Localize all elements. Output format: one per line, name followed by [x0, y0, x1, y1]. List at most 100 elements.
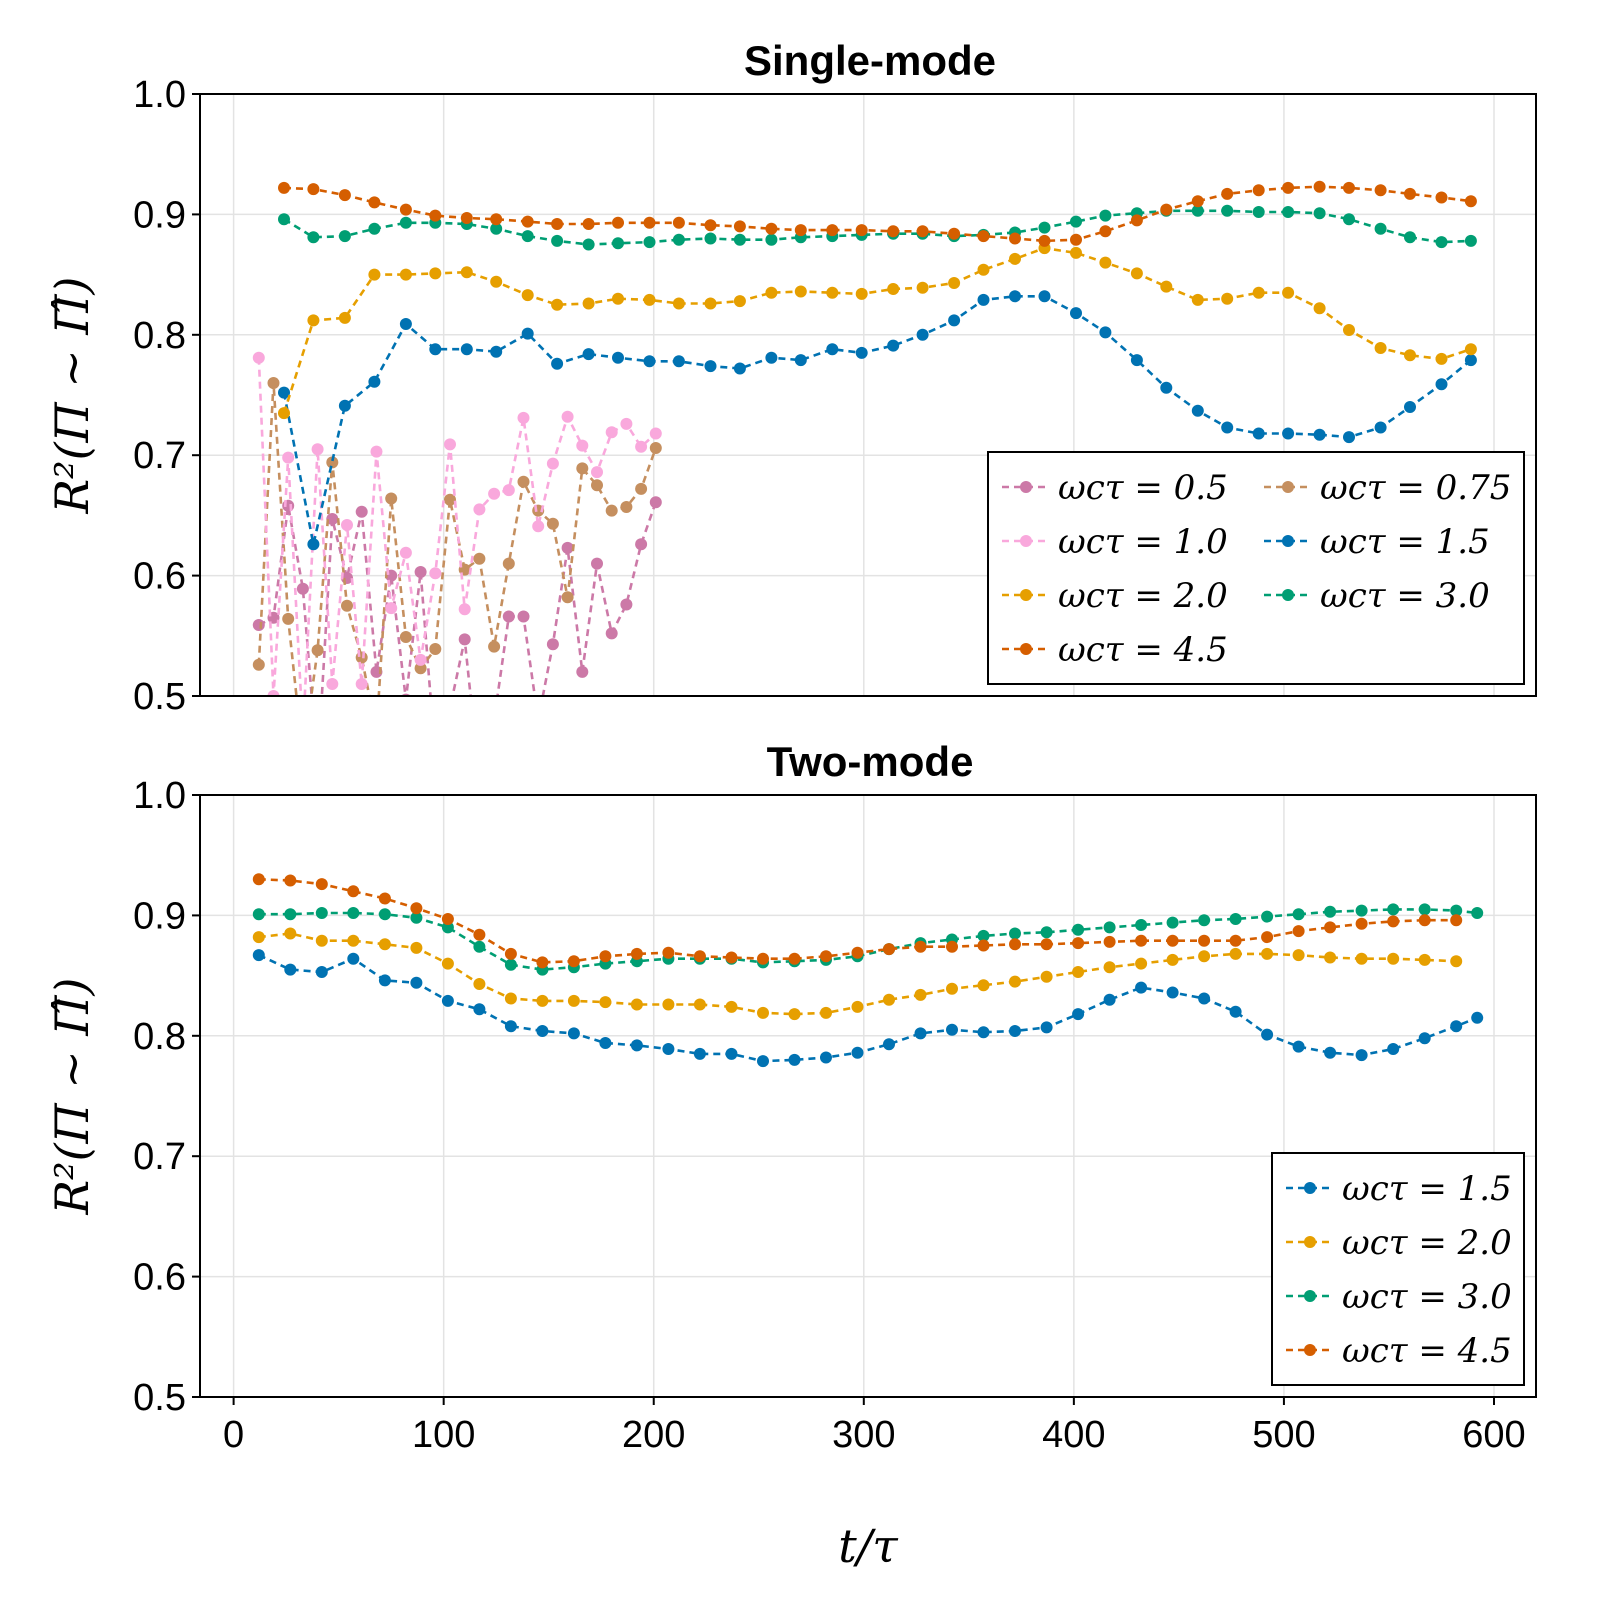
- data-point: [490, 345, 503, 358]
- data-point: [851, 1000, 864, 1013]
- data-point: [385, 492, 398, 505]
- data-point: [1038, 234, 1051, 247]
- single-mode-y-ticks: 0.5 0.6 0.7 0.8 0.9 1.0: [133, 74, 200, 718]
- data-point: [765, 351, 778, 364]
- y-tick-label: 0.6: [133, 556, 186, 598]
- data-point: [399, 203, 412, 216]
- data-point: [1166, 953, 1179, 966]
- data-point: [1252, 206, 1265, 218]
- data-point: [1355, 917, 1368, 930]
- data-point: [914, 1027, 927, 1040]
- data-point: [399, 318, 412, 330]
- legend-marker: [1304, 1236, 1316, 1248]
- legend-marker: [1304, 1290, 1316, 1302]
- data-point: [1009, 975, 1021, 988]
- data-point: [399, 268, 412, 281]
- data-point: [458, 603, 471, 616]
- data-point: [1404, 187, 1416, 200]
- single-mode-ylabel: R²(Π ∼ Π̂): [45, 277, 99, 515]
- data-point: [1072, 966, 1085, 978]
- data-point: [1418, 903, 1431, 916]
- data-point: [662, 998, 675, 1011]
- data-point: [1009, 232, 1021, 245]
- data-point: [672, 297, 685, 310]
- series-3.0: [278, 204, 1477, 251]
- series-4.5: [252, 873, 1463, 969]
- data-point: [1374, 222, 1387, 235]
- legend-marker: [1282, 535, 1294, 547]
- data-point: [378, 892, 391, 905]
- data-point: [1387, 903, 1400, 916]
- data-point: [252, 351, 265, 364]
- data-point: [630, 998, 643, 1011]
- data-point: [441, 957, 454, 970]
- data-point: [355, 678, 368, 690]
- data-point: [561, 541, 574, 554]
- legend-label: ωcτ = 2.0: [1342, 1223, 1512, 1263]
- legend-entry: ωcτ = 0.5: [1002, 468, 1228, 508]
- data-point: [307, 183, 320, 196]
- data-point: [605, 627, 618, 640]
- data-point: [561, 591, 574, 604]
- single-mode-panel: Single-mode 0.5 0.6 0.7 0.8 0.9 1.0 R²(Π ∼ Π̂…: [45, 37, 1537, 762]
- data-point: [1191, 195, 1204, 208]
- data-point: [1374, 421, 1387, 434]
- data-point: [1374, 184, 1387, 197]
- data-point: [1040, 970, 1053, 983]
- single-mode-legend: ωcτ = 0.5 ωcτ = 0.75 ωcτ = 1.0 ωcτ = 1.5 ωcτ…: [987, 451, 1525, 685]
- data-point: [948, 314, 961, 327]
- data-point: [536, 1025, 549, 1037]
- data-point: [297, 726, 309, 738]
- data-point: [532, 714, 544, 726]
- data-point: [504, 947, 517, 960]
- two-mode-plot-area: [252, 873, 1484, 1068]
- data-point: [429, 750, 441, 762]
- data-point: [1355, 1049, 1368, 1062]
- data-point: [282, 451, 295, 464]
- data-point: [576, 462, 589, 475]
- data-point: [1313, 302, 1326, 315]
- two-mode-frame: [199, 794, 1537, 1398]
- data-point: [444, 702, 456, 714]
- data-point: [693, 1047, 706, 1060]
- data-point: [977, 929, 990, 942]
- data-point: [788, 1008, 801, 1021]
- single-mode-plot-area: [252, 180, 1477, 762]
- data-point: [326, 513, 339, 525]
- data-point: [643, 236, 656, 249]
- data-point: [429, 267, 442, 280]
- data-point: [315, 878, 328, 891]
- data-point: [672, 233, 685, 246]
- data-point: [1261, 931, 1274, 944]
- data-point: [1103, 993, 1116, 1006]
- data-point: [1009, 938, 1021, 951]
- data-point: [1450, 904, 1463, 917]
- series-line: [258, 908, 1478, 971]
- series-line: [283, 185, 1472, 243]
- y-tick-label: 1.0: [133, 74, 186, 116]
- data-point: [347, 885, 360, 898]
- data-point: [612, 216, 624, 229]
- data-point: [252, 908, 265, 921]
- data-point: [1166, 916, 1179, 929]
- data-point: [1387, 915, 1400, 928]
- data-point: [521, 230, 534, 243]
- data-point: [576, 665, 589, 678]
- data-point: [252, 931, 265, 944]
- data-point: [460, 212, 473, 224]
- data-point: [347, 907, 360, 919]
- data-point: [820, 1051, 832, 1064]
- data-point: [546, 638, 559, 651]
- data-point: [1229, 947, 1242, 960]
- data-point: [414, 662, 427, 675]
- data-point: [488, 714, 500, 726]
- data-point: [582, 218, 595, 230]
- series-4.5: [278, 180, 1477, 247]
- legend-marker: [1304, 1344, 1316, 1356]
- data-point: [296, 582, 309, 595]
- data-point: [278, 213, 290, 226]
- data-point: [1324, 905, 1337, 918]
- data-point: [504, 1020, 517, 1033]
- data-point: [278, 386, 290, 399]
- data-point: [1343, 431, 1355, 444]
